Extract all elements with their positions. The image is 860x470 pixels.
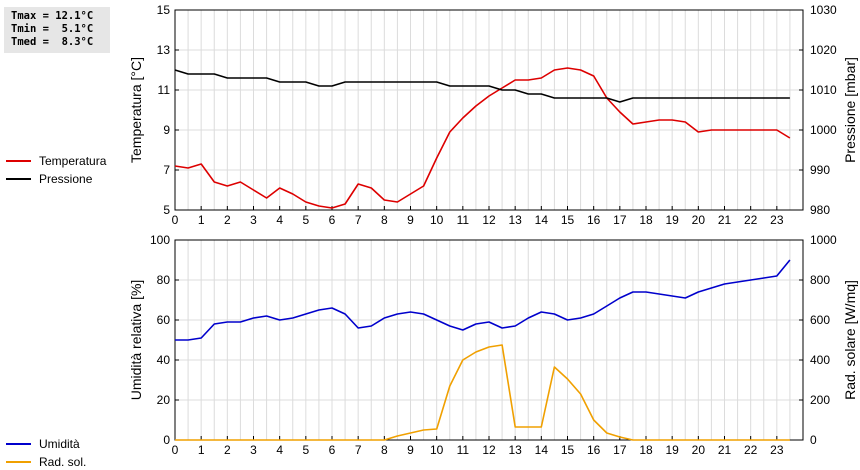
x-tick-label: 23	[770, 213, 784, 227]
legend-pressione: Pressione	[6, 171, 146, 187]
x-tick-label: 20	[692, 443, 706, 457]
legend-swatch-umidita	[6, 443, 31, 445]
y2-axis-title: Pressione [mbar]	[842, 57, 858, 163]
y-tick-label: 15	[157, 3, 171, 17]
y-tick-label: 60	[157, 313, 171, 327]
y2-tick-label: 1000	[810, 123, 837, 137]
x-tick-label: 23	[770, 443, 784, 457]
x-tick-label: 16	[587, 213, 601, 227]
y2-tick-label: 600	[810, 313, 830, 327]
x-tick-label: 7	[355, 213, 362, 227]
x-tick-label: 1	[198, 213, 205, 227]
legend-swatch-temperatura	[6, 160, 31, 162]
x-tick-label: 10	[430, 443, 444, 457]
x-tick-label: 21	[718, 213, 732, 227]
x-tick-label: 2	[224, 213, 231, 227]
x-tick-label: 17	[613, 443, 627, 457]
y2-tick-label: 1010	[810, 83, 837, 97]
stats-box: Tmax = 12.1°C Tmin = 5.1°C Tmed = 8.3°C	[4, 7, 110, 53]
x-tick-label: 9	[407, 213, 414, 227]
y-tick-label: 9	[163, 123, 170, 137]
stat-tmed: Tmed = 8.3°C	[11, 36, 94, 48]
x-tick-label: 5	[302, 443, 309, 457]
y2-tick-label: 1000	[810, 233, 837, 247]
x-tick-label: 13	[508, 443, 522, 457]
x-tick-label: 21	[718, 443, 732, 457]
x-tick-label: 22	[744, 213, 758, 227]
x-tick-label: 8	[381, 213, 388, 227]
x-tick-label: 17	[613, 213, 627, 227]
x-tick-label: 15	[561, 213, 575, 227]
y2-axis-title: Rad. solare [W/mq]	[842, 280, 858, 400]
x-tick-label: 11	[457, 443, 470, 457]
legend-swatch-pressione	[6, 178, 31, 180]
x-tick-label: 4	[276, 443, 283, 457]
x-tick-label: 7	[355, 443, 362, 457]
legend-label-pressione: Pressione	[39, 172, 93, 186]
x-tick-label: 1	[198, 443, 205, 457]
legend-label-umidita: Umidità	[39, 437, 80, 451]
x-tick-label: 5	[302, 213, 309, 227]
legend-temperatura: Temperatura	[6, 153, 146, 169]
y-tick-label: 40	[157, 353, 171, 367]
y2-tick-label: 200	[810, 393, 830, 407]
x-tick-label: 11	[457, 213, 470, 227]
x-tick-label: 16	[587, 443, 601, 457]
y-tick-label: 0	[163, 433, 170, 447]
y2-tick-label: 980	[810, 203, 830, 217]
x-tick-label: 12	[482, 443, 496, 457]
x-tick-label: 2	[224, 443, 231, 457]
legend-umidita: Umidità	[6, 436, 146, 452]
series-line-temperatura	[174, 67, 791, 209]
chart-top: 0 1 2 3 4 5 6 7 8 9 10 11 12 13 14 15 16 17 18 19 20 21 22 2357…	[128, 3, 858, 227]
x-tick-label: 13	[508, 213, 522, 227]
y2-tick-label: 1020	[810, 43, 837, 57]
y2-tick-label: 1030	[810, 3, 837, 17]
x-tick-label: 4	[276, 213, 283, 227]
x-tick-label: 9	[407, 443, 414, 457]
y2-tick-label: 800	[810, 273, 830, 287]
x-tick-label: 0	[172, 443, 179, 457]
y-axis-title: Temperatura [°C]	[128, 57, 144, 163]
stat-tmax: Tmax = 12.1°C	[11, 10, 94, 22]
x-tick-label: 22	[744, 443, 758, 457]
series-line-umidit	[175, 259, 791, 341]
x-tick-label: 8	[381, 443, 388, 457]
chart-bottom: 0 1 2 3 4 5 6 7 8 9 10 11 12 13 14 15 16 17 18 19 20 21 22 2302…	[128, 233, 858, 457]
y-tick-label: 80	[157, 273, 171, 287]
x-tick-label: 12	[482, 213, 496, 227]
y-tick-label: 11	[158, 83, 171, 97]
y-tick-label: 20	[157, 393, 171, 407]
y2-tick-label: 990	[810, 163, 830, 177]
y-tick-label: 7	[163, 163, 170, 177]
x-tick-label: 6	[329, 213, 336, 227]
weather-charts: 0 1 2 3 4 5 6 7 8 9 10 11 12 13 14 15 16 17 18 19 20 21 22 2357…	[128, 3, 858, 457]
x-tick-label: 14	[535, 443, 549, 457]
x-tick-label: 3	[250, 213, 257, 227]
y-axis-title: Umidità relativa [%]	[128, 280, 144, 401]
x-tick-label: 0	[172, 213, 179, 227]
legend-label-temperatura: Temperatura	[39, 154, 107, 168]
y2-tick-label: 0	[810, 433, 817, 447]
x-tick-label: 14	[535, 213, 549, 227]
y2-tick-label: 400	[810, 353, 830, 367]
x-tick-label: 19	[665, 443, 679, 457]
series-line-pressione	[174, 69, 790, 103]
x-tick-label: 19	[665, 213, 679, 227]
x-tick-label: 15	[561, 443, 575, 457]
x-tick-label: 20	[692, 213, 706, 227]
x-tick-label: 10	[430, 213, 444, 227]
series-line-rad-sol	[175, 344, 790, 441]
x-tick-label: 3	[250, 443, 257, 457]
x-tick-label: 18	[639, 213, 653, 227]
legend-swatch-rad-sol	[6, 461, 31, 463]
x-tick-label: 18	[639, 443, 653, 457]
x-tick-label: 6	[329, 443, 336, 457]
y-tick-label: 5	[163, 203, 170, 217]
stat-tmin: Tmin = 5.1°C	[11, 23, 94, 35]
y-tick-label: 13	[157, 43, 171, 57]
y-tick-label: 100	[150, 233, 170, 247]
